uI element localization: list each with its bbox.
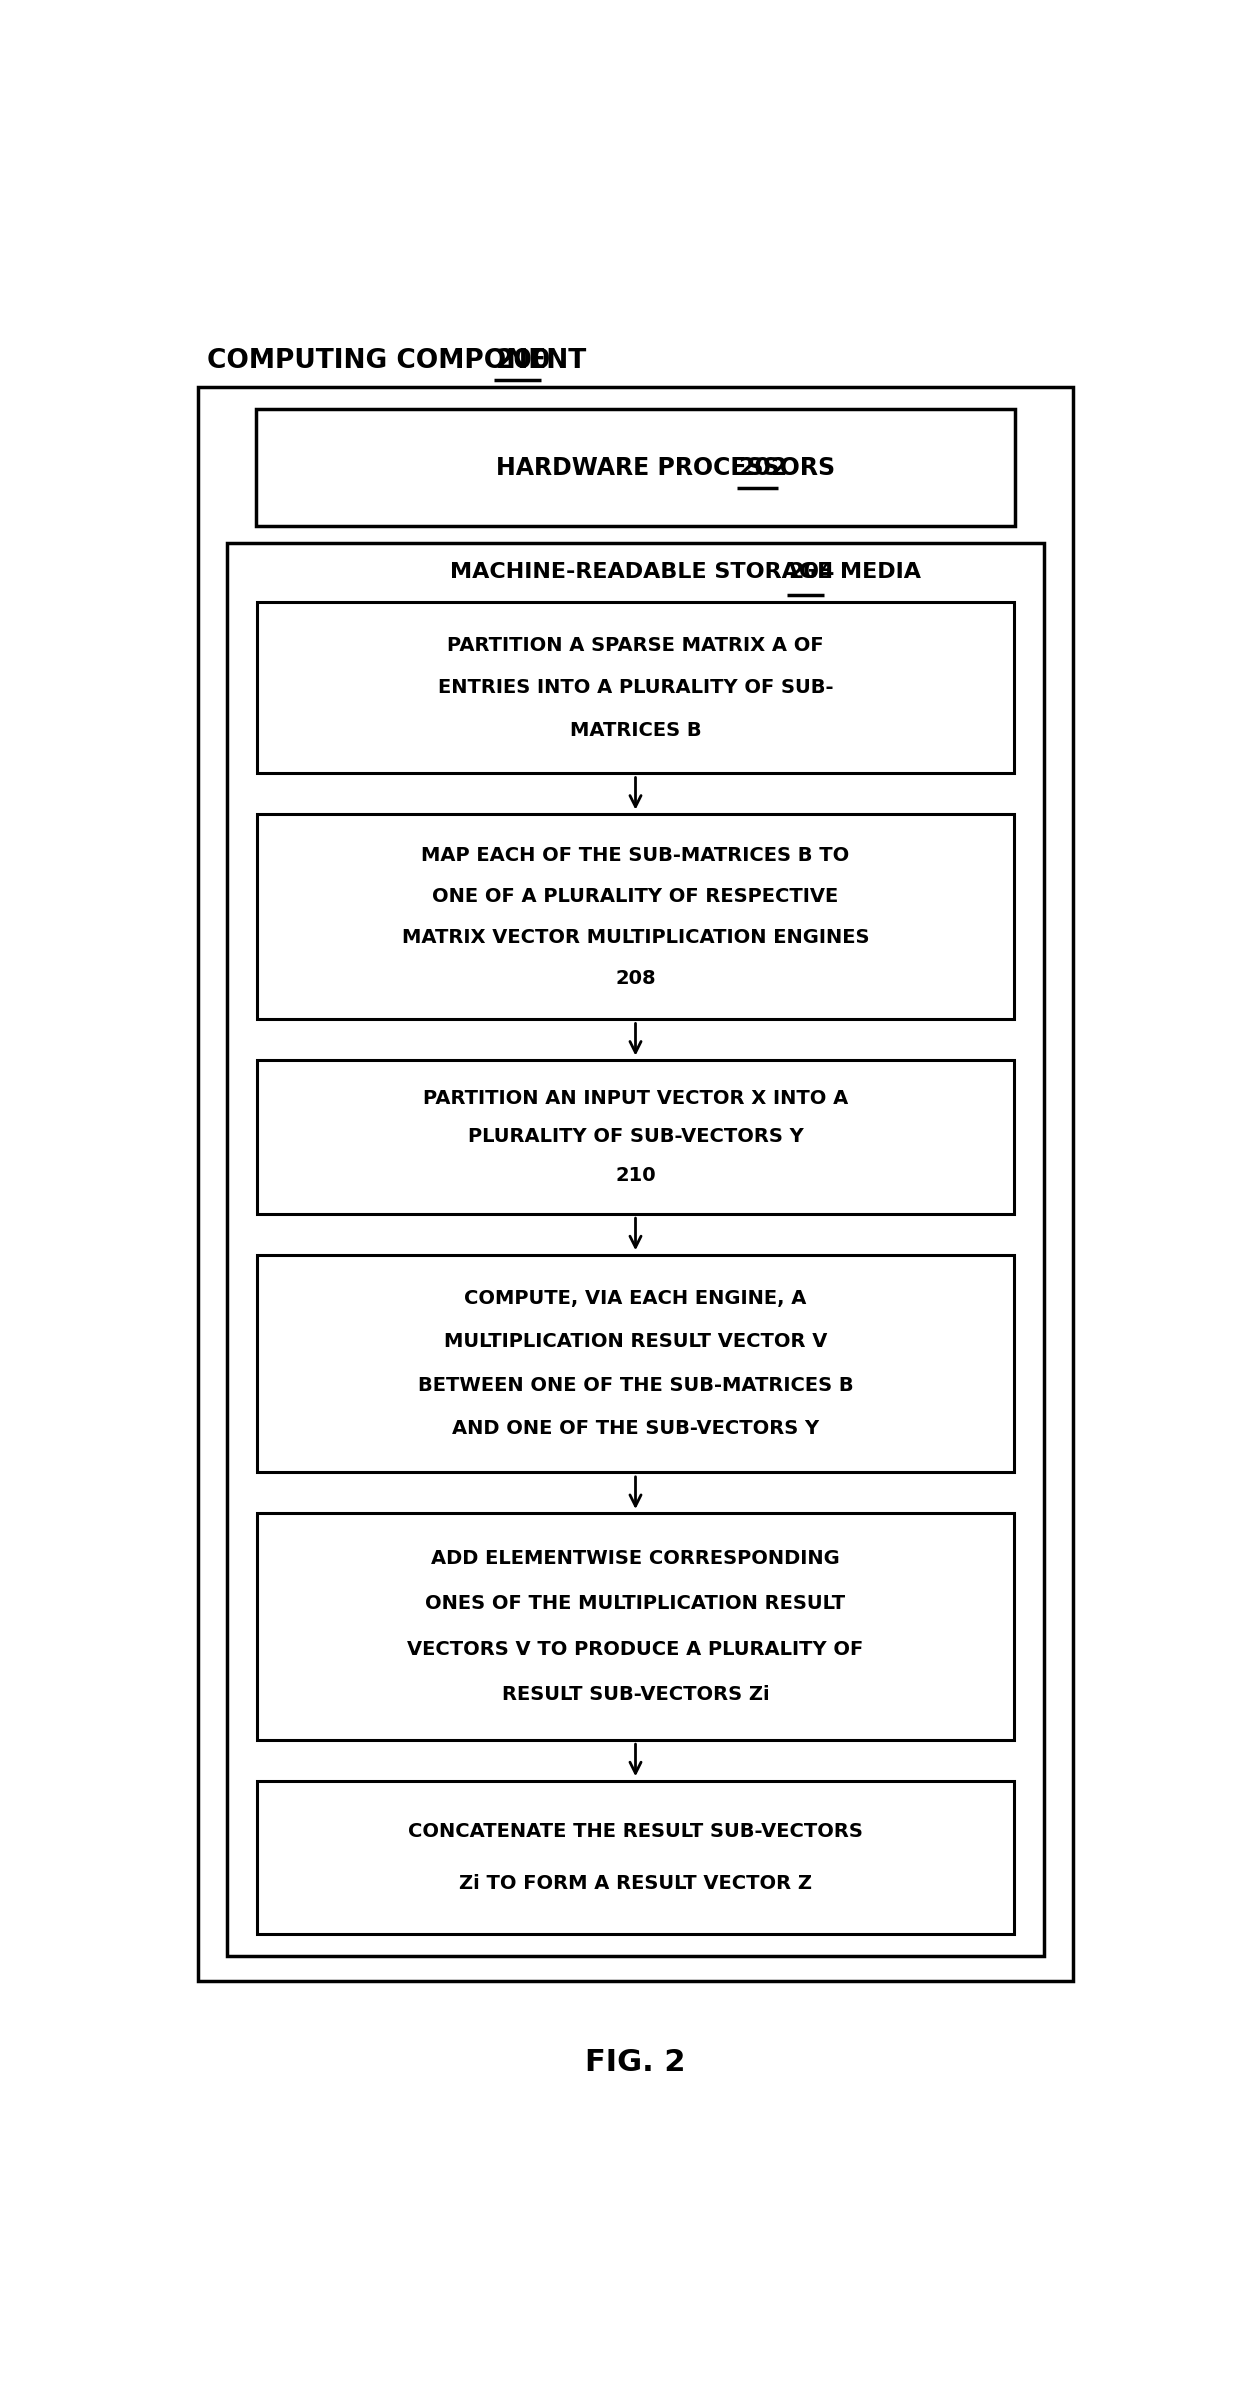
Text: 200: 200 <box>496 348 551 374</box>
Text: COMPUTING COMPONENT: COMPUTING COMPONENT <box>207 348 595 374</box>
Text: COMPUTE, VIA EACH ENGINE, A: COMPUTE, VIA EACH ENGINE, A <box>464 1289 807 1308</box>
FancyBboxPatch shape <box>197 388 1074 1982</box>
Text: PARTITION AN INPUT VECTOR X INTO A: PARTITION AN INPUT VECTOR X INTO A <box>423 1089 848 1108</box>
Text: ONES OF THE MULTIPLICATION RESULT: ONES OF THE MULTIPLICATION RESULT <box>425 1594 846 1613</box>
Text: BETWEEN ONE OF THE SUB-MATRICES B: BETWEEN ONE OF THE SUB-MATRICES B <box>418 1377 853 1396</box>
Text: MACHINE-READABLE STORAGE MEDIA: MACHINE-READABLE STORAGE MEDIA <box>450 562 929 581</box>
Text: Zi TO FORM A RESULT VECTOR Z: Zi TO FORM A RESULT VECTOR Z <box>459 1875 812 1894</box>
Text: VECTORS V TO PRODUCE A PLURALITY OF: VECTORS V TO PRODUCE A PLURALITY OF <box>408 1639 863 1658</box>
Text: MATRICES B: MATRICES B <box>569 722 702 741</box>
Text: FIG. 2: FIG. 2 <box>585 2049 686 2077</box>
Text: MAP EACH OF THE SUB-MATRICES B TO: MAP EACH OF THE SUB-MATRICES B TO <box>422 846 849 865</box>
FancyBboxPatch shape <box>257 1782 1014 1934</box>
Text: PARTITION A SPARSE MATRIX A OF: PARTITION A SPARSE MATRIX A OF <box>448 636 823 655</box>
Text: PLURALITY OF SUB-VECTORS Y: PLURALITY OF SUB-VECTORS Y <box>467 1127 804 1146</box>
Text: 202: 202 <box>739 455 787 479</box>
FancyBboxPatch shape <box>257 603 1014 774</box>
Text: HARDWARE PROCESSORS: HARDWARE PROCESSORS <box>496 455 843 479</box>
Text: ENTRIES INTO A PLURALITY OF SUB-: ENTRIES INTO A PLURALITY OF SUB- <box>438 679 833 698</box>
Text: CONCATENATE THE RESULT SUB-VECTORS: CONCATENATE THE RESULT SUB-VECTORS <box>408 1822 863 1841</box>
FancyBboxPatch shape <box>227 543 1044 1956</box>
FancyBboxPatch shape <box>257 1513 1014 1739</box>
Text: MATRIX VECTOR MULTIPLICATION ENGINES: MATRIX VECTOR MULTIPLICATION ENGINES <box>402 927 869 946</box>
Text: ADD ELEMENTWISE CORRESPONDING: ADD ELEMENTWISE CORRESPONDING <box>432 1548 839 1567</box>
Text: 210: 210 <box>615 1165 656 1184</box>
Text: MULTIPLICATION RESULT VECTOR V: MULTIPLICATION RESULT VECTOR V <box>444 1332 827 1351</box>
Text: 208: 208 <box>615 969 656 989</box>
FancyBboxPatch shape <box>255 410 1016 526</box>
FancyBboxPatch shape <box>257 815 1014 1019</box>
FancyBboxPatch shape <box>257 1060 1014 1215</box>
Text: ONE OF A PLURALITY OF RESPECTIVE: ONE OF A PLURALITY OF RESPECTIVE <box>433 886 838 905</box>
Text: RESULT SUB-VECTORS Zi: RESULT SUB-VECTORS Zi <box>502 1684 769 1703</box>
Text: AND ONE OF THE SUB-VECTORS Y: AND ONE OF THE SUB-VECTORS Y <box>451 1420 820 1439</box>
Text: 204: 204 <box>789 562 835 581</box>
FancyBboxPatch shape <box>257 1255 1014 1472</box>
